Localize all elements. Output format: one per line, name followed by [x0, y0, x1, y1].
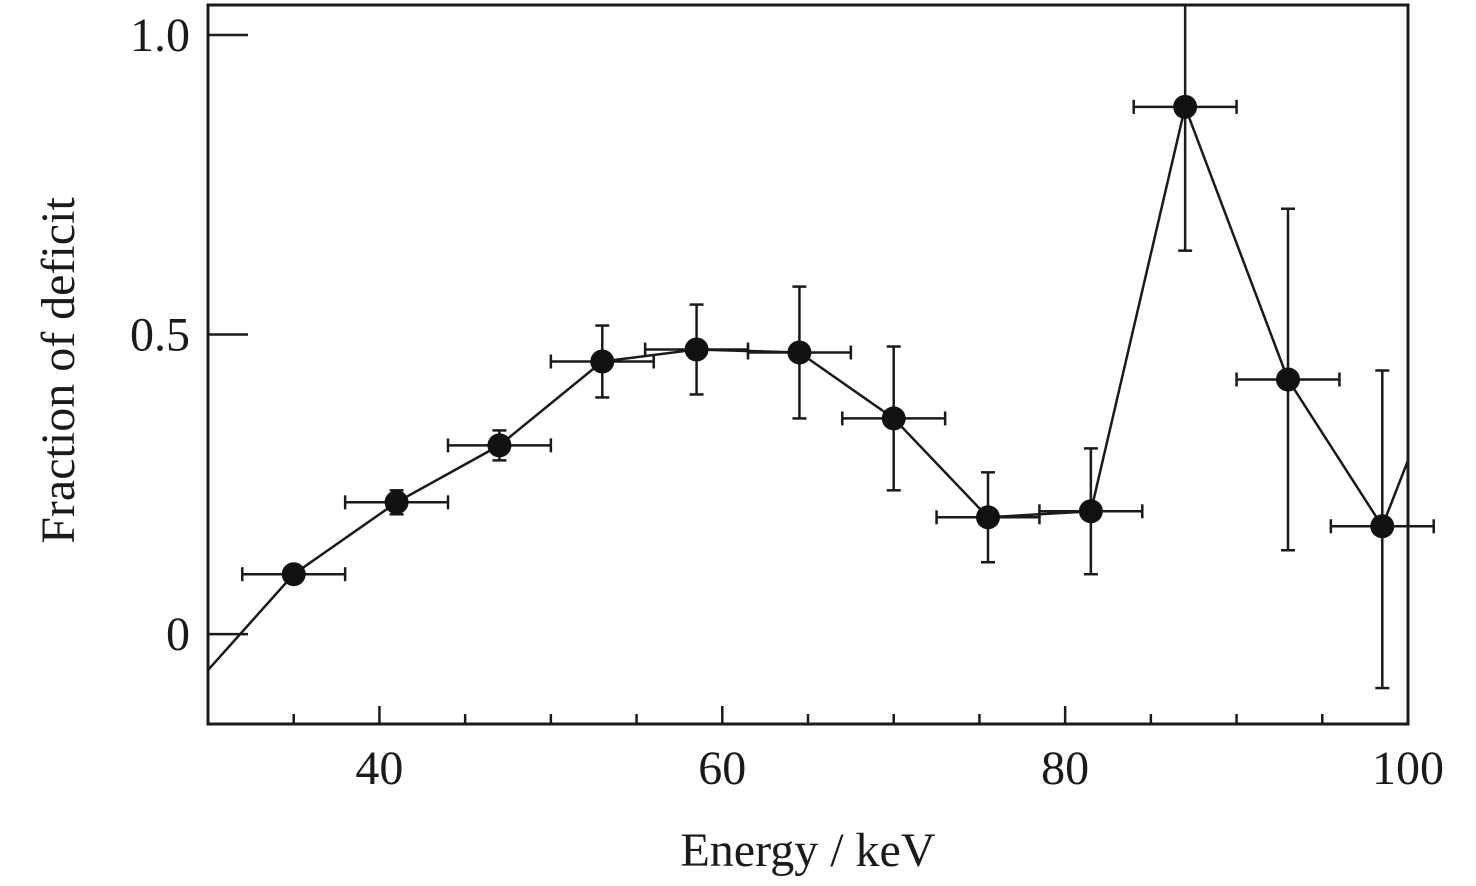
plot-area: 40 60 80 100 0 0.5 1.0 [130, 3, 1444, 795]
plot-frame [206, 3, 1410, 726]
x-tick-label: 100 [1372, 742, 1444, 795]
x-axis-title: Energy / keV [680, 824, 935, 877]
series-line [208, 102, 1408, 671]
x-tick-label: 60 [698, 742, 746, 795]
data-point [384, 490, 409, 515]
data-point [684, 337, 709, 362]
y-tick-label: 0 [166, 608, 190, 661]
x-tick-label: 80 [1041, 742, 1089, 795]
y-axis-title: Fraction of deficit [32, 197, 85, 544]
x-tick-label: 40 [355, 742, 403, 795]
data-point [590, 349, 615, 374]
y-tick-label: 0.5 [130, 309, 190, 362]
data-point [1078, 499, 1103, 524]
data-point [1370, 514, 1395, 539]
data-point [281, 562, 306, 587]
data-point [487, 433, 512, 458]
data-point [787, 340, 812, 365]
data-point [1276, 367, 1300, 392]
data-point [881, 406, 906, 431]
y-tick-label: 1.0 [130, 9, 190, 62]
data-point [976, 505, 1000, 530]
data-point [1173, 94, 1198, 119]
